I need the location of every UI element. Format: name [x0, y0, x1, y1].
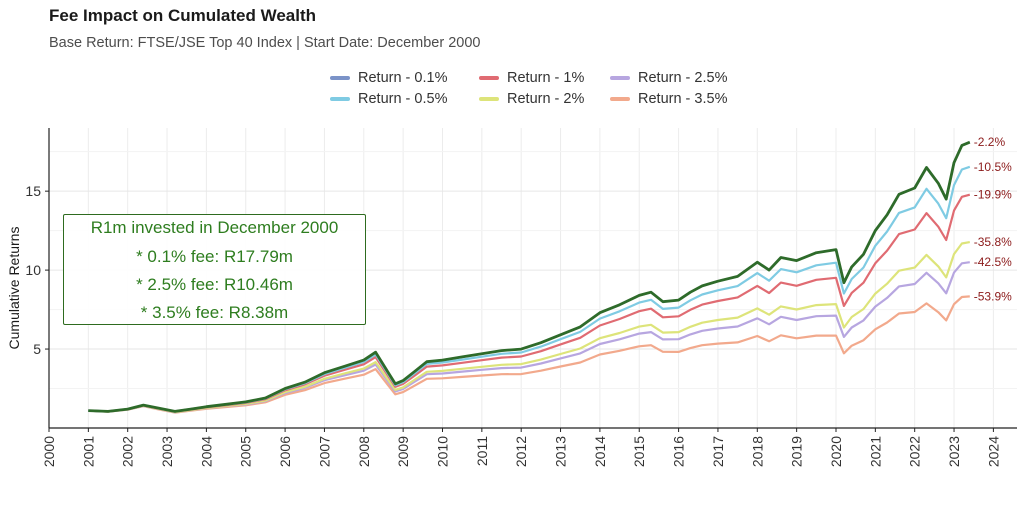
- axes: 2000 2001 2002 2003 2004 2005 2006 2007 2008 2009…: [25, 128, 1017, 467]
- legend-swatch: [479, 76, 499, 80]
- annotation-box: R1m invested in December 2000 * 0.1% fee…: [63, 214, 366, 325]
- x-tick-label: 2022: [907, 436, 923, 467]
- legend-label: Return - 3.5%: [638, 91, 728, 107]
- chart-subtitle: Base Return: FTSE/JSE Top 40 Index | Sta…: [49, 35, 481, 51]
- annotation-line-3: * 2.5% fee: R10.46m: [136, 275, 293, 294]
- end-label: -35.8%: [974, 235, 1012, 249]
- x-tick-label: 2016: [671, 436, 687, 467]
- x-tick-label: 2018: [749, 436, 765, 467]
- legend-label: Return - 1%: [507, 70, 585, 86]
- x-tick-label: 2006: [277, 436, 293, 467]
- y-tick-label: 5: [33, 341, 41, 357]
- chart-title: Fee Impact on Cumulated Wealth: [49, 6, 317, 25]
- end-label: -10.5%: [974, 160, 1012, 174]
- x-tick-label: 2021: [867, 436, 883, 467]
- annotation-line-1: R1m invested in December 2000: [90, 218, 339, 237]
- x-tick-label: 2015: [631, 436, 647, 467]
- x-tick-label: 2020: [828, 436, 844, 467]
- x-tick-label: 2002: [120, 436, 136, 467]
- x-tick-label: 2019: [789, 436, 805, 467]
- end-label: -53.9%: [974, 289, 1012, 303]
- x-tick-label: 2014: [592, 436, 608, 467]
- annotation-line-4: * 3.5% fee: R8.38m: [140, 303, 289, 322]
- legend-item-0.5: Return - 0.5%: [330, 89, 447, 109]
- base-series-line: [88, 140, 971, 413]
- legend-item-2: Return - 2%: [479, 89, 584, 109]
- y-tick-label: 15: [25, 183, 41, 199]
- legend: Return - 0.1% Return - 0.5% Return - 1% …: [330, 68, 760, 110]
- x-tick-label: 2024: [985, 436, 1001, 467]
- x-tick-label: 2010: [434, 436, 450, 467]
- x-tick-label: 2012: [513, 436, 529, 467]
- legend-item-0.1: Return - 0.1%: [330, 68, 447, 88]
- legend-swatch: [330, 97, 350, 101]
- legend-item-1: Return - 1%: [479, 68, 584, 88]
- end-label: -42.5%: [974, 255, 1012, 269]
- annotation-line-2: * 0.1% fee: R17.79m: [136, 247, 293, 266]
- x-tick-label: 2000: [41, 436, 57, 467]
- series-line: [88, 241, 970, 414]
- end-label: -2.2%: [974, 135, 1006, 149]
- legend-swatch: [479, 97, 499, 101]
- x-tick-label: 2001: [80, 436, 96, 467]
- legend-swatch: [610, 97, 630, 101]
- x-tick-label: 2023: [946, 436, 962, 467]
- legend-swatch: [610, 76, 630, 80]
- legend-label: Return - 2%: [507, 91, 585, 107]
- x-tick-label: 2008: [356, 436, 372, 467]
- x-tick-label: 2004: [198, 436, 214, 467]
- end-labels: -2.2% -10.5% -19.9% -35.8% -42.5% -53.9%: [974, 135, 1012, 303]
- x-tick-label: 2003: [159, 436, 175, 467]
- legend-label: Return - 0.1%: [358, 70, 448, 86]
- legend-item-3.5: Return - 3.5%: [610, 89, 727, 109]
- x-tick-label: 2017: [710, 436, 726, 467]
- x-tick-label: 2009: [395, 436, 411, 467]
- x-tick-label: 2005: [238, 436, 254, 467]
- y-axis-label: Cumulative Returns: [6, 227, 22, 350]
- legend-label: Return - 0.5%: [358, 91, 448, 107]
- x-tick-label: 2011: [474, 436, 490, 466]
- x-tick-label: 2013: [553, 436, 569, 467]
- legend-item-2.5: Return - 2.5%: [610, 68, 727, 88]
- legend-label: Return - 2.5%: [638, 70, 728, 86]
- series-group: [88, 140, 971, 414]
- x-tick-label: 2007: [316, 436, 332, 467]
- y-tick-label: 10: [25, 262, 41, 278]
- legend-swatch: [330, 76, 350, 80]
- end-label: -19.9%: [974, 188, 1012, 202]
